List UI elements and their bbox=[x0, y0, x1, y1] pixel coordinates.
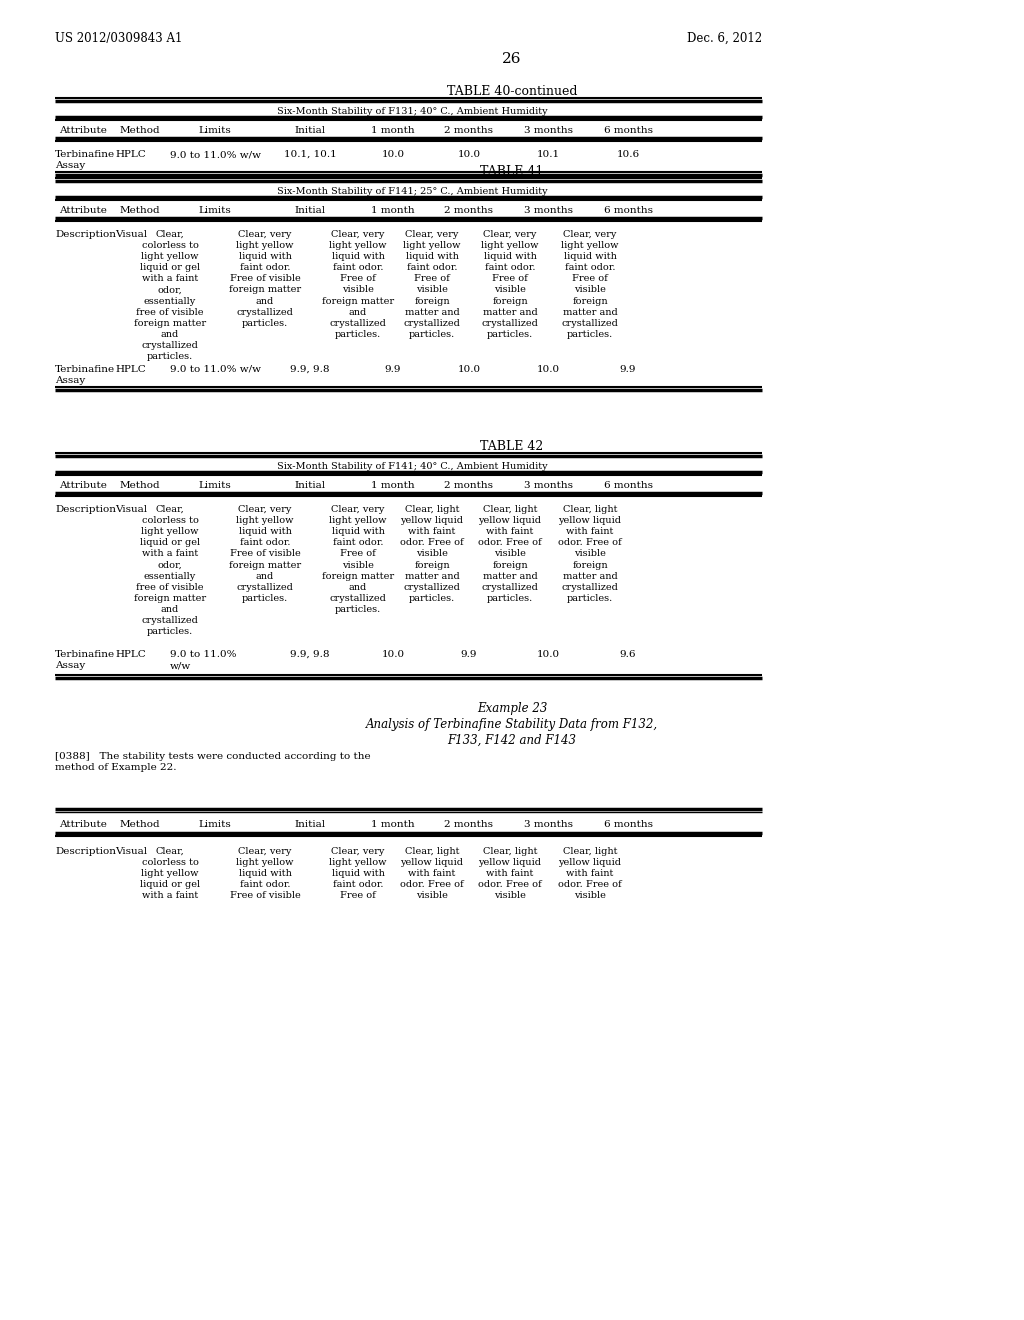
Text: 3 months: 3 months bbox=[523, 820, 572, 829]
Text: Method: Method bbox=[120, 480, 161, 490]
Text: 10.1, 10.1: 10.1, 10.1 bbox=[284, 150, 336, 158]
Text: 9.6: 9.6 bbox=[620, 649, 636, 659]
Text: Terbinafine: Terbinafine bbox=[55, 649, 115, 659]
Text: Limits: Limits bbox=[199, 820, 231, 829]
Text: Clear,
colorless to
light yellow
liquid or gel
with a faint
odor,
essentially
fr: Clear, colorless to light yellow liquid … bbox=[134, 230, 206, 362]
Text: TABLE 41: TABLE 41 bbox=[480, 165, 544, 178]
Text: 9.0 to 11.0% w/w: 9.0 to 11.0% w/w bbox=[170, 150, 261, 158]
Text: Visual: Visual bbox=[115, 847, 147, 855]
Text: Assay: Assay bbox=[55, 661, 85, 671]
Text: 1 month: 1 month bbox=[371, 820, 415, 829]
Text: Clear, light
yellow liquid
with faint
odor. Free of
visible
foreign
matter and
c: Clear, light yellow liquid with faint od… bbox=[478, 506, 542, 603]
Text: Clear, very
light yellow
liquid with
faint odor.
Free of
visible
foreign
matter : Clear, very light yellow liquid with fai… bbox=[561, 230, 618, 339]
Text: Initial: Initial bbox=[295, 125, 326, 135]
Text: Six-Month Stability of F141; 40° C., Ambient Humidity: Six-Month Stability of F141; 40° C., Amb… bbox=[276, 462, 547, 471]
Text: 2 months: 2 months bbox=[444, 820, 494, 829]
Text: 1 month: 1 month bbox=[371, 125, 415, 135]
Text: 9.9: 9.9 bbox=[385, 366, 401, 374]
Text: Description: Description bbox=[55, 506, 116, 513]
Text: TABLE 40-continued: TABLE 40-continued bbox=[446, 84, 578, 98]
Text: 26: 26 bbox=[502, 51, 522, 66]
Text: Attribute: Attribute bbox=[59, 820, 106, 829]
Text: 9.9: 9.9 bbox=[461, 649, 477, 659]
Text: Initial: Initial bbox=[295, 206, 326, 215]
Text: 10.0: 10.0 bbox=[458, 150, 480, 158]
Text: Clear, very
light yellow
liquid with
faint odor.
Free of visible
foreign matter
: Clear, very light yellow liquid with fai… bbox=[229, 506, 301, 603]
Text: 6 months: 6 months bbox=[603, 480, 652, 490]
Text: Clear, very
light yellow
liquid with
faint odor.
Free of: Clear, very light yellow liquid with fai… bbox=[330, 847, 387, 900]
Text: Clear, light
yellow liquid
with faint
odor. Free of
visible: Clear, light yellow liquid with faint od… bbox=[478, 847, 542, 900]
Text: Attribute: Attribute bbox=[59, 125, 106, 135]
Text: 9.9, 9.8: 9.9, 9.8 bbox=[290, 649, 330, 659]
Text: Analysis of Terbinafine Stability Data from F132,
F133, F142 and F143: Analysis of Terbinafine Stability Data f… bbox=[366, 718, 658, 747]
Text: Limits: Limits bbox=[199, 206, 231, 215]
Text: Clear,
colorless to
light yellow
liquid or gel
with a faint
odor,
essentially
fr: Clear, colorless to light yellow liquid … bbox=[134, 506, 206, 636]
Text: Attribute: Attribute bbox=[59, 206, 106, 215]
Text: Limits: Limits bbox=[199, 480, 231, 490]
Text: Clear, very
light yellow
liquid with
faint odor.
Free of visible: Clear, very light yellow liquid with fai… bbox=[229, 847, 300, 900]
Text: Clear,
colorless to
light yellow
liquid or gel
with a faint: Clear, colorless to light yellow liquid … bbox=[140, 847, 200, 900]
Text: Example 23: Example 23 bbox=[477, 702, 547, 715]
Text: Six-Month Stability of F131; 40° C., Ambient Humidity: Six-Month Stability of F131; 40° C., Amb… bbox=[276, 107, 547, 116]
Text: Dec. 6, 2012: Dec. 6, 2012 bbox=[687, 32, 762, 45]
Text: TABLE 42: TABLE 42 bbox=[480, 440, 544, 453]
Text: 3 months: 3 months bbox=[523, 125, 572, 135]
Text: HPLC: HPLC bbox=[115, 366, 145, 374]
Text: Description: Description bbox=[55, 230, 116, 239]
Text: 9.9, 9.8: 9.9, 9.8 bbox=[290, 366, 330, 374]
Text: 10.0: 10.0 bbox=[537, 366, 559, 374]
Text: US 2012/0309843 A1: US 2012/0309843 A1 bbox=[55, 32, 182, 45]
Text: Method: Method bbox=[120, 206, 161, 215]
Text: Clear, light
yellow liquid
with faint
odor. Free of
visible
foreign
matter and
c: Clear, light yellow liquid with faint od… bbox=[558, 506, 622, 603]
Text: 10.0: 10.0 bbox=[537, 649, 559, 659]
Text: 2 months: 2 months bbox=[444, 480, 494, 490]
Text: 10.0: 10.0 bbox=[381, 649, 404, 659]
Text: Clear, very
light yellow
liquid with
faint odor.
Free of
visible
foreign
matter : Clear, very light yellow liquid with fai… bbox=[481, 230, 539, 339]
Text: Description: Description bbox=[55, 847, 116, 855]
Text: 1 month: 1 month bbox=[371, 480, 415, 490]
Text: Clear, very
light yellow
liquid with
faint odor.
Free of visible
foreign matter
: Clear, very light yellow liquid with fai… bbox=[229, 230, 301, 327]
Text: Clear, light
yellow liquid
with faint
odor. Free of
visible: Clear, light yellow liquid with faint od… bbox=[400, 847, 464, 900]
Text: Limits: Limits bbox=[199, 125, 231, 135]
Text: 3 months: 3 months bbox=[523, 480, 572, 490]
Text: [0388]   The stability tests were conducted according to the
method of Example 2: [0388] The stability tests were conducte… bbox=[55, 752, 371, 772]
Text: Method: Method bbox=[120, 820, 161, 829]
Text: Attribute: Attribute bbox=[59, 480, 106, 490]
Text: Assay: Assay bbox=[55, 161, 85, 170]
Text: 9.9: 9.9 bbox=[620, 366, 636, 374]
Text: Clear, very
light yellow
liquid with
faint odor.
Free of
visible
foreign matter
: Clear, very light yellow liquid with fai… bbox=[322, 506, 394, 614]
Text: 6 months: 6 months bbox=[603, 125, 652, 135]
Text: Clear, light
yellow liquid
with faint
odor. Free of
visible: Clear, light yellow liquid with faint od… bbox=[558, 847, 622, 900]
Text: Clear, very
light yellow
liquid with
faint odor.
Free of
visible
foreign matter
: Clear, very light yellow liquid with fai… bbox=[322, 230, 394, 339]
Text: 10.1: 10.1 bbox=[537, 150, 559, 158]
Text: Terbinafine: Terbinafine bbox=[55, 366, 115, 374]
Text: 2 months: 2 months bbox=[444, 206, 494, 215]
Text: Visual: Visual bbox=[115, 506, 147, 513]
Text: HPLC: HPLC bbox=[115, 150, 145, 158]
Text: HPLC: HPLC bbox=[115, 649, 145, 659]
Text: 10.0: 10.0 bbox=[458, 366, 480, 374]
Text: 6 months: 6 months bbox=[603, 206, 652, 215]
Text: Clear, very
light yellow
liquid with
faint odor.
Free of
visible
foreign
matter : Clear, very light yellow liquid with fai… bbox=[403, 230, 461, 339]
Text: 3 months: 3 months bbox=[523, 206, 572, 215]
Text: 9.0 to 11.0% w/w: 9.0 to 11.0% w/w bbox=[170, 366, 261, 374]
Text: Six-Month Stability of F141; 25° C., Ambient Humidity: Six-Month Stability of F141; 25° C., Amb… bbox=[276, 187, 547, 195]
Text: 10.0: 10.0 bbox=[381, 150, 404, 158]
Text: Terbinafine: Terbinafine bbox=[55, 150, 115, 158]
Text: 10.6: 10.6 bbox=[616, 150, 640, 158]
Text: Initial: Initial bbox=[295, 820, 326, 829]
Text: Assay: Assay bbox=[55, 376, 85, 385]
Text: 1 month: 1 month bbox=[371, 206, 415, 215]
Text: 6 months: 6 months bbox=[603, 820, 652, 829]
Text: Clear, light
yellow liquid
with faint
odor. Free of
visible
foreign
matter and
c: Clear, light yellow liquid with faint od… bbox=[400, 506, 464, 603]
Text: 9.0 to 11.0%
w/w: 9.0 to 11.0% w/w bbox=[170, 649, 237, 671]
Text: Visual: Visual bbox=[115, 230, 147, 239]
Text: 2 months: 2 months bbox=[444, 125, 494, 135]
Text: Method: Method bbox=[120, 125, 161, 135]
Text: Initial: Initial bbox=[295, 480, 326, 490]
